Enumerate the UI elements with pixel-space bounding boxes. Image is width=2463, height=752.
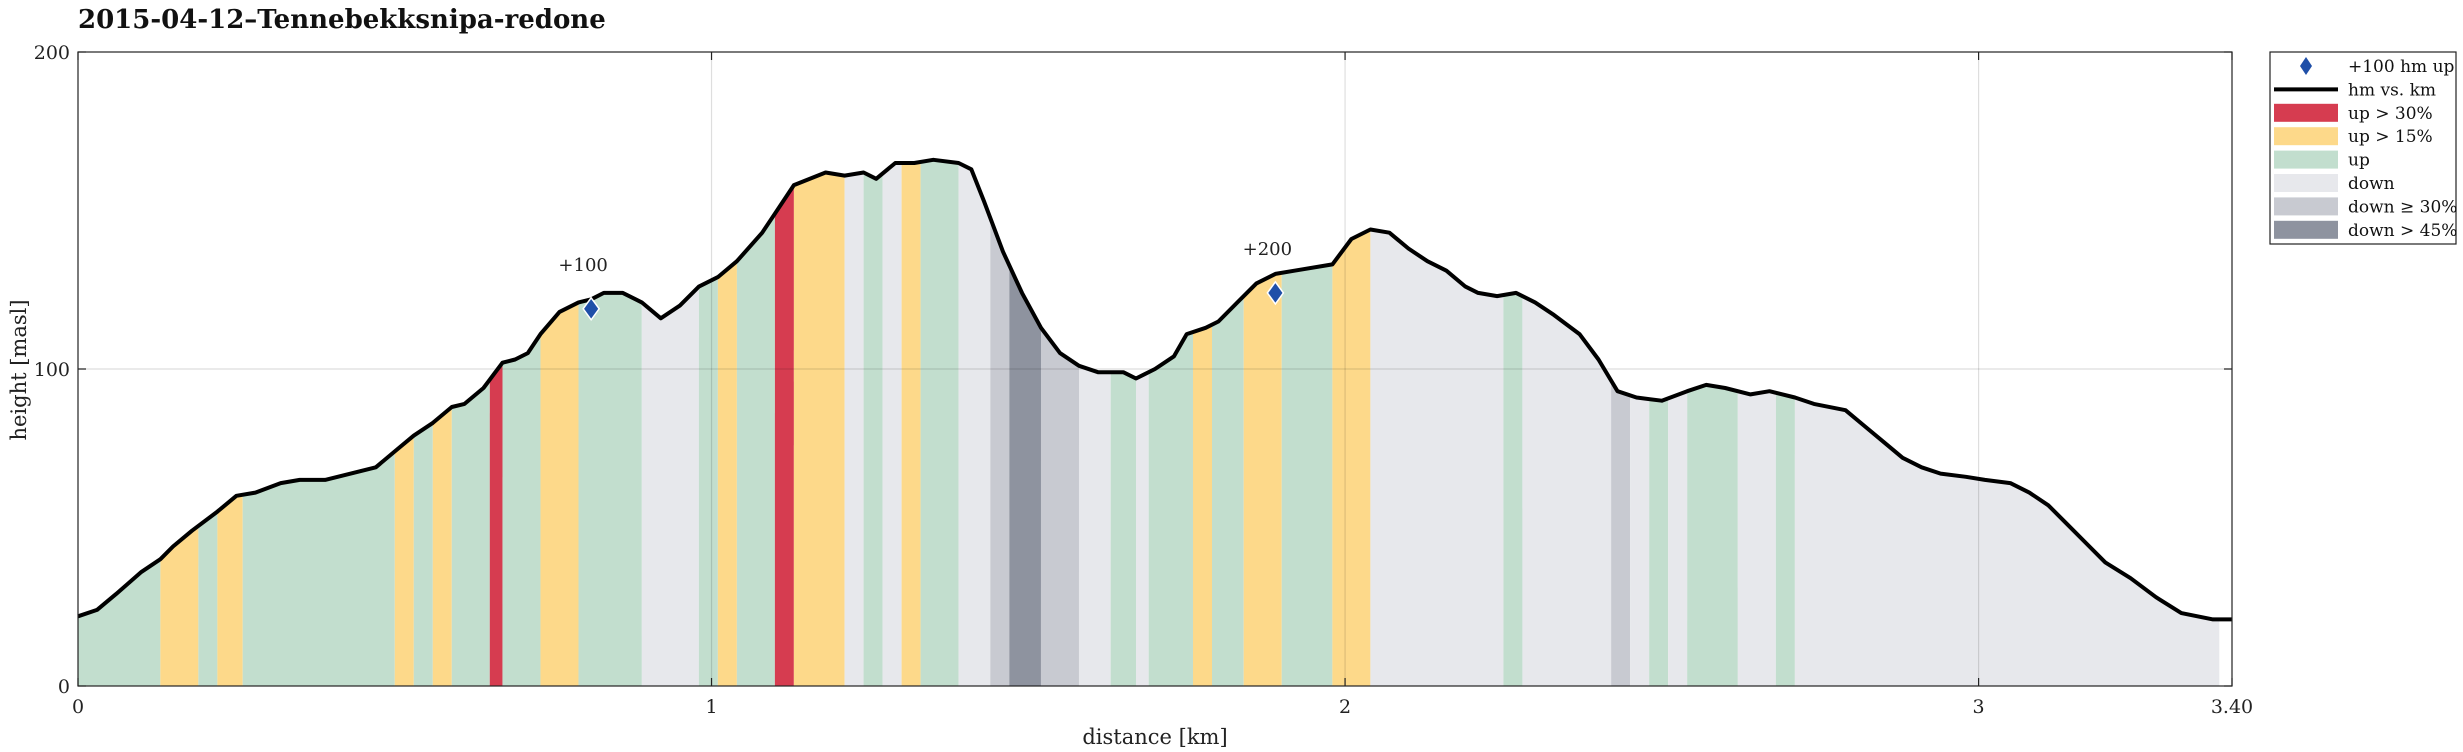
legend-label: down ≥ 30% (2348, 197, 2457, 217)
legend-swatch-down (2274, 174, 2338, 192)
segment-down (1370, 229, 1504, 686)
segment-up15 (160, 525, 199, 686)
segment-down (844, 172, 864, 686)
legend-swatch-down30 (2274, 197, 2338, 216)
segment-up (1110, 372, 1136, 686)
segment-up15 (540, 302, 579, 686)
legend-label: up > 15% (2348, 127, 2433, 147)
chart-title: 2015-04-12–Tennebekksnipa-redone (78, 5, 606, 35)
x-axis-label: distance [km] (1082, 725, 1227, 749)
segment-down (882, 163, 902, 686)
legend-swatch-marker (2300, 57, 2312, 75)
y-tick-label: 0 (58, 676, 70, 698)
x-tick-label: 2 (1339, 696, 1351, 718)
legend-box (2269, 51, 2457, 245)
x-tick-label: 0 (72, 696, 84, 718)
segment-up15 (717, 261, 737, 686)
segment-down (1794, 397, 2220, 686)
segment-down (1737, 391, 1776, 686)
legend-items: +100 hm up hm vs. km up > 30% up > 15% up dow… (2274, 57, 2457, 241)
profile-line (77, 157, 2232, 622)
segment-up30 (489, 362, 503, 686)
x-tick-label: 3.40 (2211, 696, 2253, 718)
marker-label: +100 (558, 255, 607, 276)
segment-down30 (1611, 380, 1631, 686)
legend-label: up > 30% (2348, 104, 2433, 124)
segment-down (1522, 296, 1612, 686)
segment-down (1135, 372, 1149, 686)
legend-swatch-up30 (2274, 103, 2338, 122)
segment-down30 (1040, 327, 1079, 686)
legend-label: down > 45% (2348, 221, 2457, 241)
segment-up30 (774, 185, 794, 686)
legend-label: down (2348, 174, 2395, 194)
segment-up (502, 334, 541, 686)
segment-up (698, 277, 718, 686)
segment-down (958, 163, 991, 686)
segment-down30 (990, 217, 1010, 686)
legend-label: +100 hm up (2348, 57, 2455, 77)
marker-diamond (1266, 280, 1285, 306)
segment-up (1148, 332, 1194, 686)
segment-down (1630, 395, 1650, 686)
y-axis-label: height [masl] (7, 299, 31, 440)
gradient-segments (78, 159, 2220, 687)
segment-up15 (1332, 229, 1371, 686)
segment-up (1775, 392, 1795, 686)
y-tick-label: 200 (34, 42, 70, 64)
segment-up (736, 213, 775, 686)
segment-up15 (217, 494, 243, 686)
legend-swatch-up (2274, 150, 2338, 169)
x-tick-label: 3 (1973, 696, 1985, 718)
segment-up (413, 422, 433, 686)
plot-area: +100 +200 0 1 2 3 3.40 0 100 200 (34, 42, 2253, 718)
segment-down (1668, 391, 1688, 686)
marker-label: +200 (1243, 239, 1292, 260)
segment-down (1078, 365, 1111, 686)
segment-down45 (1009, 265, 1041, 686)
segment-up15 (1243, 272, 1282, 686)
segment-up (1503, 292, 1523, 686)
segment-up (451, 379, 490, 686)
segment-up15 (901, 161, 921, 686)
legend: +100 hm up hm vs. km up > 30% up > 15% up dow… (2269, 51, 2457, 245)
segment-up (78, 559, 161, 686)
segment-up (920, 159, 959, 687)
segment-up (1281, 264, 1333, 686)
segment-up15 (394, 435, 414, 686)
segment-down (641, 286, 699, 686)
axis-ticks: 0 1 2 3 3.40 0 100 200 (34, 42, 2253, 718)
legend-swatch-up15 (2274, 127, 2338, 146)
segment-up (198, 511, 218, 686)
legend-swatch-down45 (2274, 220, 2338, 239)
x-tick-label: 1 (705, 696, 717, 718)
legend-label: up (2348, 151, 2370, 171)
segment-up (242, 451, 395, 686)
legend-label: hm vs. km (2348, 80, 2436, 100)
segment-up (1687, 384, 1738, 686)
y-tick-label: 100 (34, 359, 70, 381)
segment-up (1649, 398, 1669, 686)
segment-up (1212, 296, 1244, 686)
segment-up15 (432, 407, 452, 686)
segment-up15 (1193, 324, 1213, 686)
segment-up (578, 292, 642, 686)
segment-up15 (793, 172, 845, 686)
segment-up (863, 172, 883, 686)
markers: +100 +200 (558, 239, 1292, 322)
marker-diamond (582, 296, 601, 322)
